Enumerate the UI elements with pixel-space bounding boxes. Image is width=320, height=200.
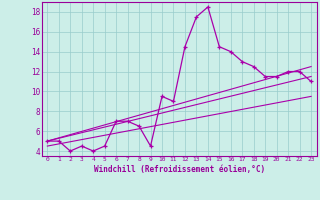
X-axis label: Windchill (Refroidissement éolien,°C): Windchill (Refroidissement éolien,°C): [94, 165, 265, 174]
